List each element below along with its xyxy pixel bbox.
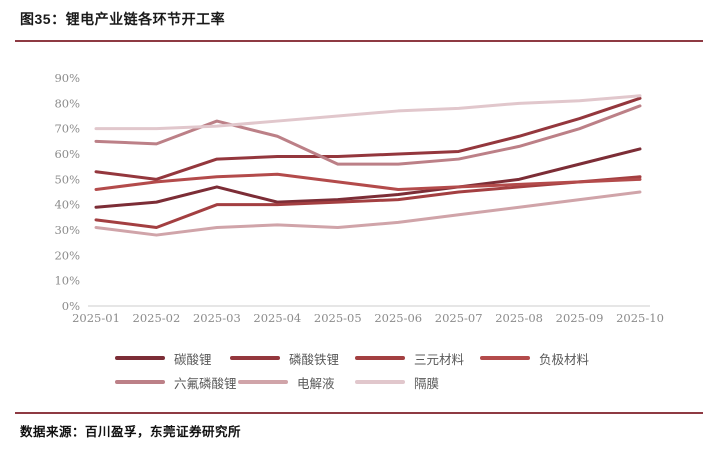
legend-swatch [115,380,165,384]
x-axis-tick-label: 2025-07 [435,311,483,325]
x-axis-tick-label: 2025-09 [556,311,604,325]
legend-item-3: 负极材料 [480,351,590,367]
series-line-5 [94,190,642,237]
legend-label: 负极材料 [539,351,590,367]
x-axis-tick-label: 2025-10 [616,311,664,325]
legend-swatch [355,380,405,384]
x-axis-tick-label: 2025-06 [374,311,422,325]
y-axis-tick-label: 50% [54,172,80,186]
footer-divider-rule [15,412,703,414]
legend-swatch [238,380,288,384]
data-source-text: 数据来源：百川盈孚，东莞证券研究所 [20,425,242,439]
series-line-6 [94,94,642,131]
title-divider-rule [15,40,703,42]
series-line-1 [94,96,642,181]
x-axis-tick-label: 2025-08 [495,311,543,325]
series-line-3 [94,172,642,191]
y-axis-tick-label: 30% [54,223,80,237]
legend-label: 电解液 [297,375,335,391]
legend-item-2: 三元材料 [355,351,465,367]
legend-label: 隔膜 [414,375,440,391]
y-axis-tick-label: 20% [54,248,80,262]
y-axis-tick-label: 90% [54,71,80,85]
page-title: 图35：锂电产业链各环节开工率 [20,11,226,27]
legend-item-4: 六氟磷酸锂 [115,375,237,391]
series-line-0 [94,147,642,209]
legend-swatch [355,356,405,360]
x-axis-tick-label: 2025-01 [72,311,120,325]
y-axis-tick-label: 60% [54,147,80,161]
x-axis-tick-label: 2025-04 [253,311,301,325]
y-axis-tick-label: 10% [54,274,80,288]
legend-item-0: 碳酸锂 [115,351,212,367]
legend-label: 碳酸锂 [174,351,212,367]
legend-label: 三元材料 [414,351,465,367]
y-axis-tick-label: 0% [62,299,80,313]
legend-swatch [480,356,530,360]
x-axis-tick-label: 2025-02 [133,311,181,325]
y-axis-tick-label: 80% [54,96,80,110]
legend-label: 六氟磷酸锂 [174,375,237,391]
legend-label: 磷酸铁锂 [289,351,340,367]
legend-item-1: 磷酸铁锂 [230,351,340,367]
legend-item-5: 电解液 [238,375,335,391]
x-axis-tick-label: 2025-05 [314,311,362,325]
legend-swatch [115,356,165,360]
legend-swatch [230,356,280,360]
legend-item-6: 隔膜 [355,375,440,391]
y-axis-tick-label: 40% [54,198,80,212]
y-axis-tick-label: 70% [54,122,80,136]
x-axis-tick-label: 2025-03 [193,311,241,325]
series-line-4 [94,104,642,166]
